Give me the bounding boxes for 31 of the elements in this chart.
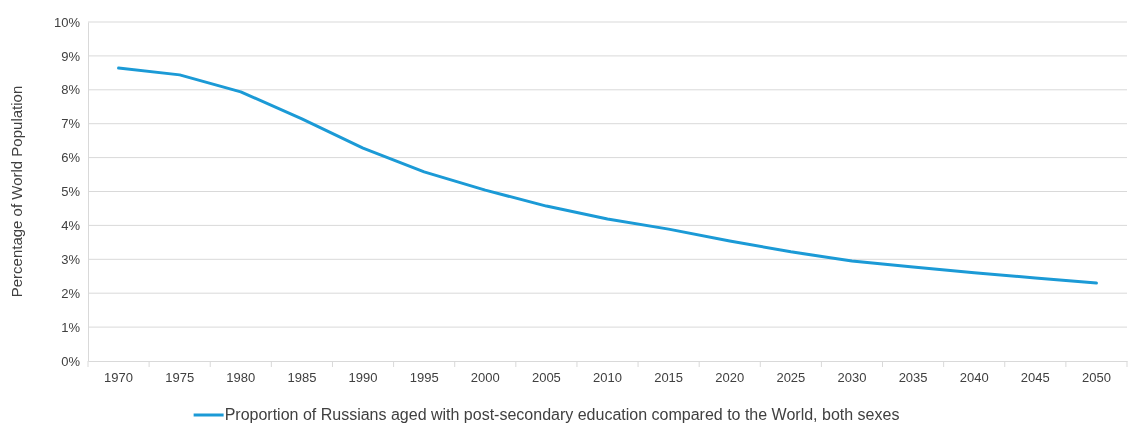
x-tick-label: 2050: [1081, 370, 1111, 386]
y-axis-title: Percentage of World Population: [8, 85, 25, 298]
x-tick-label: 1970: [104, 370, 134, 386]
y-tick-label: 5%: [61, 184, 81, 200]
y-tick-label: 10%: [53, 14, 81, 30]
x-tick-label: 2030: [837, 370, 867, 386]
y-tick-label: 4%: [61, 218, 81, 234]
y-tick-label: 3%: [61, 251, 81, 267]
y-tick-label: 2%: [61, 285, 81, 301]
x-tick-label: 1995: [409, 370, 439, 386]
x-tick-label: 1985: [287, 370, 317, 386]
x-tick-label: 1975: [165, 370, 195, 386]
x-tick-label: 2040: [959, 370, 989, 386]
y-tick-label: 1%: [61, 319, 81, 335]
x-tick-label: 2045: [1020, 370, 1050, 386]
y-tick-label: 7%: [61, 116, 81, 132]
x-tick-label: 2020: [715, 370, 745, 386]
y-tick-label: 8%: [61, 82, 81, 98]
x-tick-label: 1990: [348, 370, 378, 386]
x-tick-label: 2015: [654, 370, 684, 386]
y-tick-label: 9%: [61, 48, 81, 64]
x-tick-label: 2035: [898, 370, 928, 386]
x-tick-label: 1980: [226, 370, 256, 386]
x-tick-label: 2010: [593, 370, 622, 386]
x-tick-label: 2025: [776, 370, 806, 386]
legend-label: Proportion of Russians aged with post-secondary education compared to the World, both sexes: [224, 406, 900, 423]
y-tick-label: 6%: [61, 150, 81, 166]
x-tick-label: 2000: [470, 370, 500, 386]
y-tick-label: 0%: [61, 353, 81, 369]
line-series: [117, 66, 1098, 285]
x-tick-label: 2005: [531, 370, 561, 386]
